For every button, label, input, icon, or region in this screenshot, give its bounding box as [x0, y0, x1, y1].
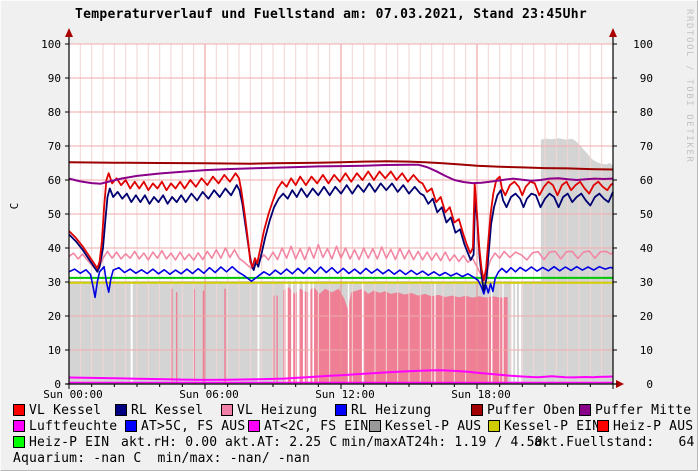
legend-swatch-rl-heizung: [335, 404, 347, 416]
area-bar: [175, 292, 178, 384]
axis-arrow-up-left: [65, 28, 73, 37]
area-bar: [193, 288, 196, 384]
series-vl-kessel: [68, 170, 614, 282]
y-axis-label-left: 10: [48, 344, 61, 357]
x-axis-label: Sun 18:00: [451, 388, 511, 401]
legend-swatch-puffer-mitte: [579, 404, 591, 416]
legend-swatch-kessel-p-aus: [369, 420, 381, 432]
area-gap: [515, 280, 517, 384]
legend-label-kessel-p-ein: Kessel-P EIN: [504, 419, 601, 434]
y-axis-label-left: 40: [48, 242, 61, 255]
legend-swatch-heiz-p-aus: [597, 420, 609, 432]
area-fuellstand: [540, 138, 613, 384]
legend-label-at-2c-fs-ein: AT<2C, FS EIN: [264, 419, 369, 434]
legend-label-rl-kessel: RL Kessel: [131, 403, 204, 418]
x-axis-label: Sun 00:00: [43, 388, 103, 401]
y-axis-label-left: 80: [48, 106, 61, 119]
legend-swatch-at-5c-fs-aus: [125, 420, 137, 432]
x-axis-label: Sun 12:00: [315, 388, 375, 401]
y-axis-label-left: 70: [48, 140, 61, 153]
y-axis-label-right: 50: [640, 208, 653, 221]
area-gap: [518, 280, 522, 384]
axis-arrow-up-right: [609, 28, 617, 37]
rrdtool-watermark: RRDTOOL / TOBI OETIKER: [684, 9, 694, 164]
area-gap: [257, 280, 260, 384]
y-axis-label-left: 30: [48, 276, 61, 289]
y-axis-label-right: 100: [633, 38, 653, 51]
legend-swatch-luftfeuchte: [13, 420, 25, 432]
area-gap: [347, 280, 350, 384]
area-gap: [312, 280, 315, 384]
legend-label-vl-kessel: VL Kessel: [29, 403, 102, 418]
chart-title: Temperaturverlauf und Fuellstand am: 07.…: [75, 7, 587, 22]
legend-swatch-rl-kessel: [115, 404, 127, 416]
y-axis-label-right: 90: [640, 72, 653, 85]
area-gap: [491, 280, 493, 384]
area-gap: [296, 280, 300, 384]
area-bar: [171, 288, 173, 384]
area-bar: [276, 295, 278, 384]
legend-label-akt-fuellstand-64: akt.Fuellstand: 64: [534, 435, 695, 450]
legend-label-heiz-p-aus: Heiz-P AUS: [613, 419, 694, 434]
legend-label-aquarium-nan-c-min-max-nan-nan: Aquarium: -nan C min/max: -nan/ -nan: [13, 451, 310, 466]
area-heiz-p-aus: [283, 287, 508, 384]
series-puffer-mitte: [68, 163, 614, 185]
legend-label-at-5c-fs-aus: AT>5C, FS AUS: [141, 419, 246, 434]
area-bar: [224, 288, 226, 384]
legend-label-kessel-p-aus: Kessel-P AUS: [385, 419, 482, 434]
series-luftfeuchte: [68, 369, 614, 381]
area-gap: [291, 280, 294, 384]
y-axis-label-right: 80: [640, 106, 653, 119]
y-axis-label-right: 10: [640, 344, 653, 357]
series-vl-heizung: [68, 243, 614, 282]
axis-arrow-right: [616, 380, 624, 388]
area-gap: [511, 280, 514, 384]
area-gap: [285, 280, 288, 384]
legend-swatch-kessel-p-ein: [488, 420, 500, 432]
area-gap: [302, 280, 305, 384]
legend-label-rl-heizung: RL Heizung: [351, 403, 432, 418]
legend-label-heiz-p-ein: Heiz-P EIN: [29, 435, 110, 450]
y-axis-label-right: 30: [640, 276, 653, 289]
y-axis-label-right: 40: [640, 242, 653, 255]
legend-label-puffer-mitte: Puffer Mitte: [595, 403, 692, 418]
legend-swatch-vl-heizung: [221, 404, 233, 416]
legend-label-vl-heizung: VL Heizung: [237, 403, 318, 418]
y-axis-label-left: 20: [48, 310, 61, 323]
legend-label-akt-at-2-25-c: akt.AT: 2.25 C: [225, 435, 338, 450]
area-gap: [308, 280, 311, 384]
legend-swatch-puffer-oben: [471, 404, 483, 416]
y-axis-label-right: 0: [646, 378, 653, 391]
legend-swatch-vl-kessel: [13, 404, 25, 416]
series-rl-kessel: [68, 182, 614, 292]
area-gap: [130, 280, 133, 384]
area-gap: [361, 280, 364, 384]
legend-swatch-heiz-p-ein: [13, 436, 25, 448]
legend-swatch-at-2c-fs-ein: [248, 420, 260, 432]
series-rl-heizung: [68, 265, 614, 299]
area-bar: [273, 295, 275, 384]
y-axis-label-right: 70: [640, 140, 653, 153]
legend-label-min-maxat24h-1-19-4-50: min/maxAT24h: 1.19 / 4.50: [342, 435, 543, 450]
y-axis-label-left: 60: [48, 174, 61, 187]
x-axis-label: Sun 06:00: [179, 388, 239, 401]
temperature-chart: 0 0 10 10 20 20 30 30 40 40 50 50 60 60 70 70 80 80 90 90 10…: [41, 28, 653, 401]
legend-label-puffer-oben: Puffer Oben: [487, 403, 576, 418]
y-axis-label-right: 60: [640, 174, 653, 187]
y-axis-label-left: 100: [41, 38, 61, 51]
series-puffer-oben: [68, 160, 614, 171]
area-bar: [202, 290, 205, 384]
legend-label-akt-rh-0-00: akt.rH: 0.00: [121, 435, 218, 450]
y-axis-label-left: 0: [54, 378, 61, 391]
y-axis-label-left: 90: [48, 72, 61, 85]
legend-label-luftfeuchte: Luftfeuchte: [29, 419, 118, 434]
y-axis-label-left: 50: [48, 208, 61, 221]
area-gap: [434, 280, 436, 384]
y-axis-label-right: 20: [640, 310, 653, 323]
area-gap: [502, 280, 504, 384]
